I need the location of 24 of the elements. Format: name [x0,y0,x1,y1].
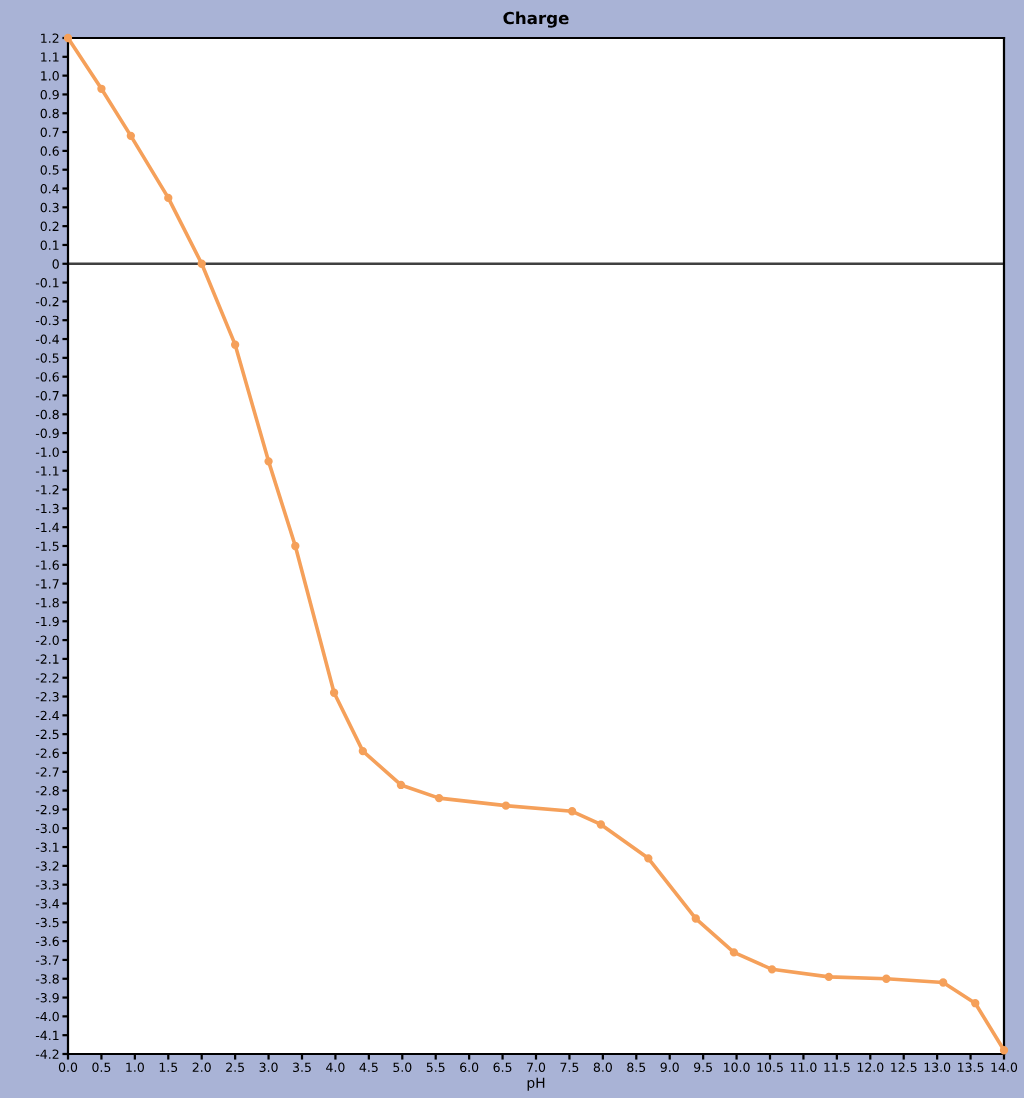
point [971,999,980,1008]
point [164,193,173,203]
point [329,688,339,697]
point [824,972,833,982]
chart-title: Charge [503,11,569,28]
point [729,948,739,957]
point [644,854,653,863]
point [126,131,136,140]
point [567,807,577,816]
point [396,780,406,790]
point [264,457,273,466]
point [434,793,444,803]
point [230,340,240,349]
point [97,84,106,93]
point [767,965,777,974]
point [999,1046,1009,1055]
point [197,259,206,268]
point [596,820,606,829]
point [938,978,948,987]
point [358,746,368,756]
point [501,801,511,810]
point [882,974,891,983]
point [691,914,700,923]
point [291,541,300,551]
